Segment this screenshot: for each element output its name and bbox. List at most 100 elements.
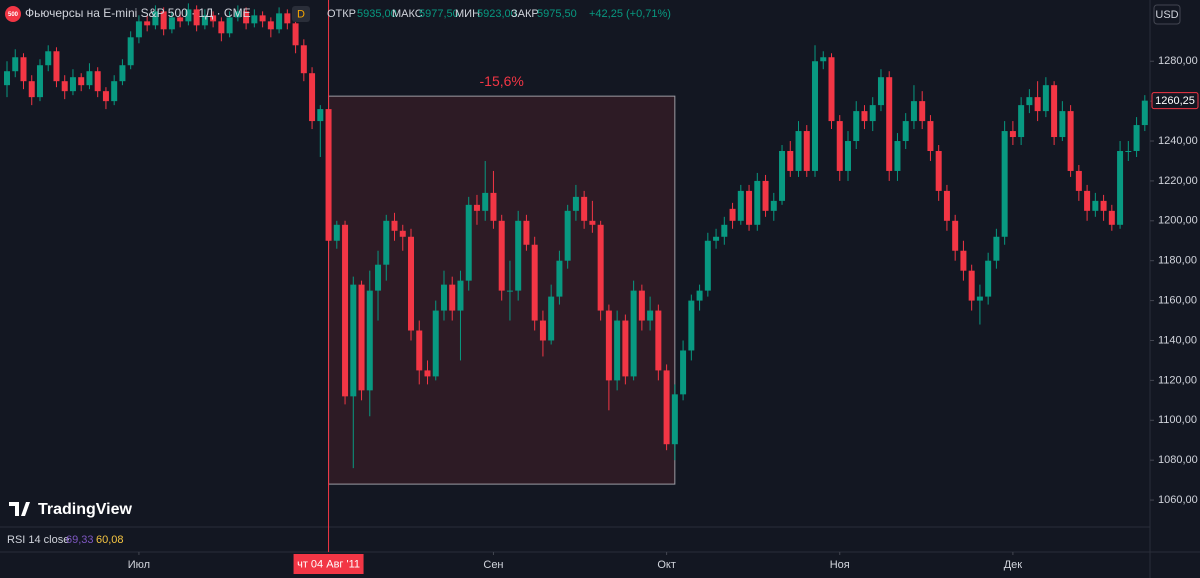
- candle-body: [399, 230, 406, 237]
- candle-body: [69, 77, 76, 92]
- candle-body: [20, 57, 27, 82]
- candle-body: [317, 109, 324, 122]
- candle-body: [704, 240, 711, 291]
- x-tick-label: Дек: [1004, 559, 1023, 571]
- currency[interactable]: USD: [1155, 9, 1178, 21]
- candle-body: [185, 9, 192, 22]
- candle-body: [94, 71, 101, 92]
- candle-body: [531, 244, 538, 321]
- candle-body: [144, 21, 151, 26]
- y-tick-label: 1140,00: [1158, 334, 1197, 346]
- candle-body: [779, 150, 786, 201]
- candle-body: [844, 141, 851, 171]
- currency-button[interactable]: [1153, 4, 1181, 25]
- legend-high: 5977,50: [419, 8, 459, 20]
- candle-body: [309, 73, 316, 122]
- candle-body: [828, 57, 835, 122]
- candle-body: [1067, 111, 1074, 171]
- candle-body: [1026, 97, 1033, 106]
- candle-body: [614, 320, 621, 381]
- candle-body: [358, 284, 365, 391]
- candle-body: [729, 208, 736, 221]
- candle-body: [292, 23, 299, 46]
- candle-body: [836, 121, 843, 171]
- candle-body: [985, 260, 992, 297]
- candle-body: [506, 290, 513, 292]
- candle-body: [424, 370, 431, 377]
- y-tick-label: 1220,00: [1158, 175, 1198, 187]
- candle-body: [168, 17, 175, 30]
- candle-body: [589, 220, 596, 225]
- candle-body: [564, 210, 571, 261]
- candle-body: [366, 290, 373, 391]
- y-tick-label: 1200,00: [1158, 215, 1198, 227]
- candle-body: [276, 13, 283, 30]
- candle-body: [53, 51, 60, 82]
- candle-body: [1108, 210, 1115, 225]
- candle-body: [696, 290, 703, 301]
- candle-body: [721, 224, 728, 237]
- y-tick-label: 1280,00: [1158, 55, 1198, 67]
- legend-change: +42,25 (+0,71%): [589, 8, 671, 20]
- interval-badge: D: [297, 8, 305, 20]
- candle-body: [284, 13, 291, 24]
- candle-body: [886, 77, 893, 171]
- candle-body: [820, 57, 827, 62]
- candle-body: [1084, 190, 1091, 211]
- candle-body: [234, 11, 241, 18]
- candle-body: [713, 236, 720, 241]
- candle-body: [976, 296, 983, 301]
- candle-body: [812, 61, 819, 171]
- logo-text: TradingView: [38, 501, 133, 518]
- last-price-label: 1260,25: [1155, 95, 1195, 107]
- candle-body: [4, 71, 10, 86]
- candle-body: [490, 192, 497, 221]
- candle-body: [440, 284, 447, 311]
- x-tick-label: Ноя: [830, 559, 850, 571]
- indicator-name: RSI 14 close: [7, 534, 69, 546]
- candle-body: [688, 300, 695, 351]
- candle-body: [160, 11, 167, 30]
- candle-body: [902, 121, 909, 142]
- y-tick-label: 1180,00: [1158, 255, 1197, 267]
- chart-title: Фьючерсы на E-mini S&P 500 · 1Д · CME: [25, 6, 251, 20]
- candle-body: [935, 150, 942, 191]
- legend-low: 5923,00: [477, 8, 517, 20]
- y-tick-label: 1100,00: [1158, 414, 1197, 426]
- candle-body: [201, 15, 208, 26]
- indicator-value: 60,08: [96, 534, 124, 546]
- candle-body: [1042, 85, 1049, 112]
- candle-body: [581, 196, 588, 221]
- candle-body: [375, 264, 382, 291]
- legend-close-label: ЗАКР: [511, 8, 539, 20]
- candle-body: [1092, 200, 1099, 211]
- x-tick-label: Июл: [128, 559, 150, 571]
- symbol-badge: [5, 6, 21, 22]
- candle-body: [630, 290, 637, 377]
- candle-body: [408, 236, 415, 331]
- candle-body: [267, 21, 274, 30]
- candle-body: [251, 15, 258, 24]
- candle-body: [1141, 100, 1148, 126]
- candle-body: [572, 196, 579, 211]
- crosshair-label: чт 04 Авг '11: [297, 558, 360, 570]
- candle-body: [350, 284, 357, 397]
- candle-body: [671, 394, 678, 445]
- y-tick-label: 1160,00: [1158, 295, 1197, 307]
- candle-body: [877, 77, 884, 106]
- candle-body: [135, 21, 142, 38]
- candle-body: [391, 220, 398, 231]
- candle-body: [152, 11, 159, 26]
- x-tick-label: Окт: [657, 559, 676, 571]
- candle-body: [869, 105, 876, 122]
- x-tick-label: Сен: [483, 559, 503, 571]
- candle-body: [515, 220, 522, 291]
- legend-close: 5975,50: [537, 8, 577, 20]
- candle-body: [333, 224, 340, 241]
- y-tick-label: 1120,00: [1158, 374, 1197, 386]
- candle-body: [1059, 111, 1066, 138]
- candle-body: [78, 77, 85, 86]
- candle-body: [762, 180, 769, 211]
- candle-body: [1125, 150, 1132, 152]
- candle-body: [861, 111, 868, 122]
